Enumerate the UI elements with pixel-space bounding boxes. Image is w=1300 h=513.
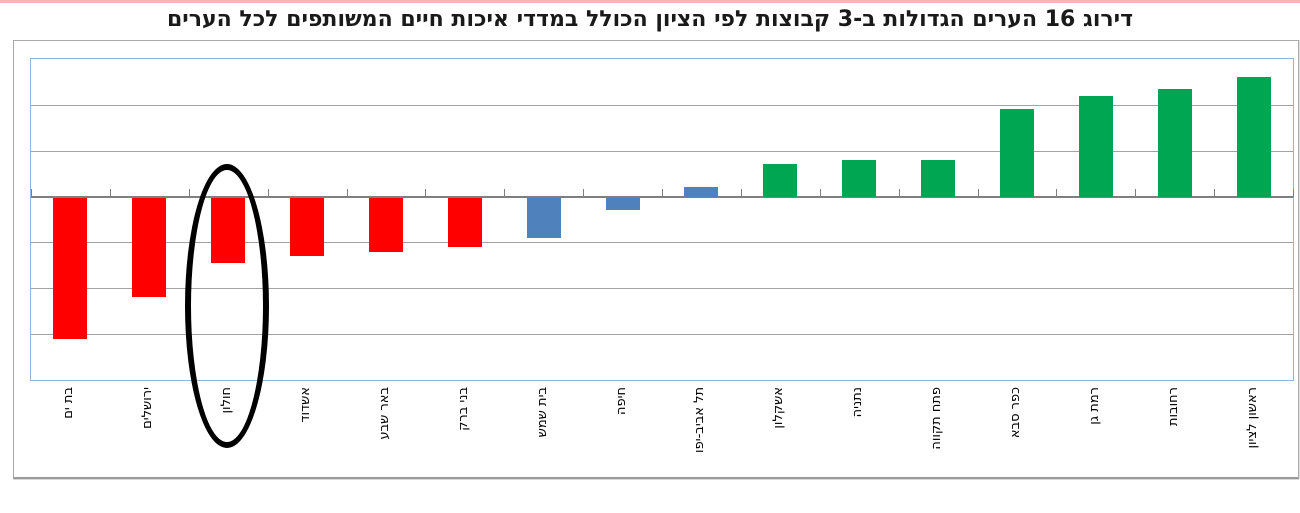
category-label: כפר סבא bbox=[1007, 387, 1023, 439]
category-label: תל אביב-יפו bbox=[692, 387, 708, 453]
axis-tick bbox=[1135, 188, 1136, 197]
gridline bbox=[31, 288, 1293, 290]
bar-כפר סבא bbox=[999, 109, 1034, 197]
category-label: ירושלים bbox=[140, 387, 156, 429]
axis-tick bbox=[820, 188, 821, 197]
chart-title: דירוג 16 הערים הגדולות ב-3 קבוצות לפי הצ… bbox=[166, 7, 1134, 32]
axis-tick bbox=[189, 188, 190, 197]
category-label: ראשון לציון bbox=[1244, 387, 1260, 449]
category-label: פתח תקווה bbox=[929, 387, 945, 450]
axis-tick bbox=[268, 188, 269, 197]
category-label: רמת גן bbox=[1086, 387, 1102, 425]
axis-tick bbox=[1214, 188, 1215, 197]
bar-בת ים bbox=[53, 197, 88, 339]
bar-נתניה bbox=[842, 159, 877, 197]
category-label: בת ים bbox=[61, 387, 77, 419]
bar-רחובות bbox=[1157, 88, 1192, 197]
axis-tick bbox=[504, 188, 505, 197]
chart-frame: בת ים ירושלים חולון אשדוד באר שבע בני ברק בית … bbox=[13, 40, 1299, 479]
axis-tick bbox=[899, 188, 900, 197]
ellipse-annotation bbox=[185, 164, 270, 448]
axis-tick bbox=[31, 188, 32, 197]
category-label: בני ברק bbox=[455, 387, 471, 431]
bar-ירושלים bbox=[132, 197, 167, 298]
gridline bbox=[31, 334, 1293, 336]
gridline bbox=[31, 150, 1293, 152]
bar-חיפה bbox=[605, 197, 640, 211]
category-label: באר שבע bbox=[376, 387, 392, 440]
category-label: אשדוד bbox=[298, 387, 314, 423]
axis-tick bbox=[978, 188, 979, 197]
axis-tick bbox=[741, 188, 742, 197]
bar-תל אביב-יפו bbox=[684, 187, 719, 197]
axis-tick bbox=[662, 188, 663, 197]
x-axis-zero-line bbox=[31, 195, 1293, 198]
bar-רמת גן bbox=[1078, 95, 1113, 197]
axis-tick bbox=[110, 188, 111, 197]
category-label: נתניה bbox=[850, 387, 866, 418]
top-edge-strip bbox=[0, 0, 1300, 3]
category-label: בית שמש bbox=[534, 387, 550, 438]
bar-בית שמש bbox=[526, 197, 561, 238]
axis-tick bbox=[347, 188, 348, 197]
category-label: רחובות bbox=[1165, 387, 1181, 426]
bar-אשקלון bbox=[763, 164, 798, 197]
bar-פתח תקווה bbox=[921, 159, 956, 197]
bar-ראשון לציון bbox=[1236, 77, 1271, 197]
gridline bbox=[31, 104, 1293, 106]
category-label: חיפה bbox=[613, 387, 629, 416]
bar-אשדוד bbox=[290, 197, 325, 257]
axis-tick bbox=[583, 188, 584, 197]
bar-באר שבע bbox=[368, 197, 403, 252]
bar-בני ברק bbox=[447, 197, 482, 247]
category-label: אשקלון bbox=[771, 387, 787, 429]
axis-tick bbox=[425, 188, 426, 197]
axis-tick bbox=[1293, 188, 1294, 197]
gridline bbox=[31, 242, 1293, 244]
axis-tick bbox=[1056, 188, 1057, 197]
